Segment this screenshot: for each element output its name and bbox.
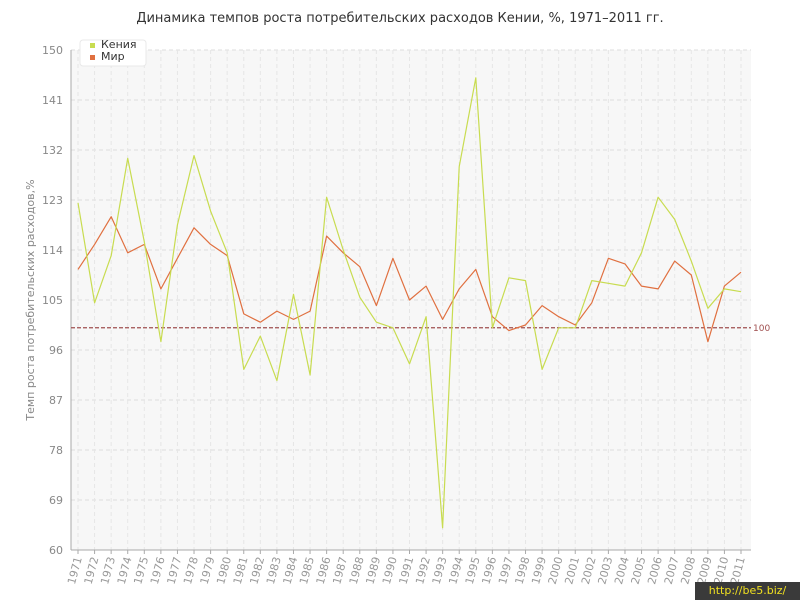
y-tick-label: 132 (42, 144, 63, 157)
series-lines (77, 77, 742, 529)
y-tick-label: 87 (49, 394, 63, 407)
y-axis-ticks: 60 69 78 87 96 105 114 123 132 141 150 (42, 44, 63, 557)
legend-label[interactable]: Кения (101, 38, 137, 51)
y-tick-label: 150 (42, 44, 63, 57)
series-line-kenya (77, 77, 742, 529)
y-axis-label: Темп роста потребительских расходов,% (24, 179, 37, 421)
legend-swatch (90, 55, 95, 60)
y-tick-label: 96 (49, 344, 63, 357)
y-tick-label: 69 (49, 494, 63, 507)
reference-line-group: 100 (71, 324, 770, 334)
legend-label[interactable]: Мир (101, 50, 125, 63)
legend-swatch (90, 43, 95, 48)
y-tick-label: 141 (42, 94, 63, 107)
y-tick-label: 78 (49, 444, 63, 457)
legend-box (79, 39, 147, 67)
axes (70, 50, 751, 551)
y-tick-label: 105 (42, 294, 63, 307)
y-tick-label: 60 (49, 544, 63, 557)
x-axis-ticks: 1971197219731974197519761977197819791980… (65, 550, 748, 586)
series-line-world (77, 216, 742, 343)
reference-line-label: 100 (753, 324, 770, 334)
watermark[interactable]: http://be5.biz/ (695, 582, 800, 600)
y-tick-label: 123 (42, 194, 63, 207)
y-tick-label: 114 (42, 244, 63, 257)
chart-title: Динамика темпов роста потребительских ра… (136, 11, 663, 26)
grid (71, 49, 751, 550)
